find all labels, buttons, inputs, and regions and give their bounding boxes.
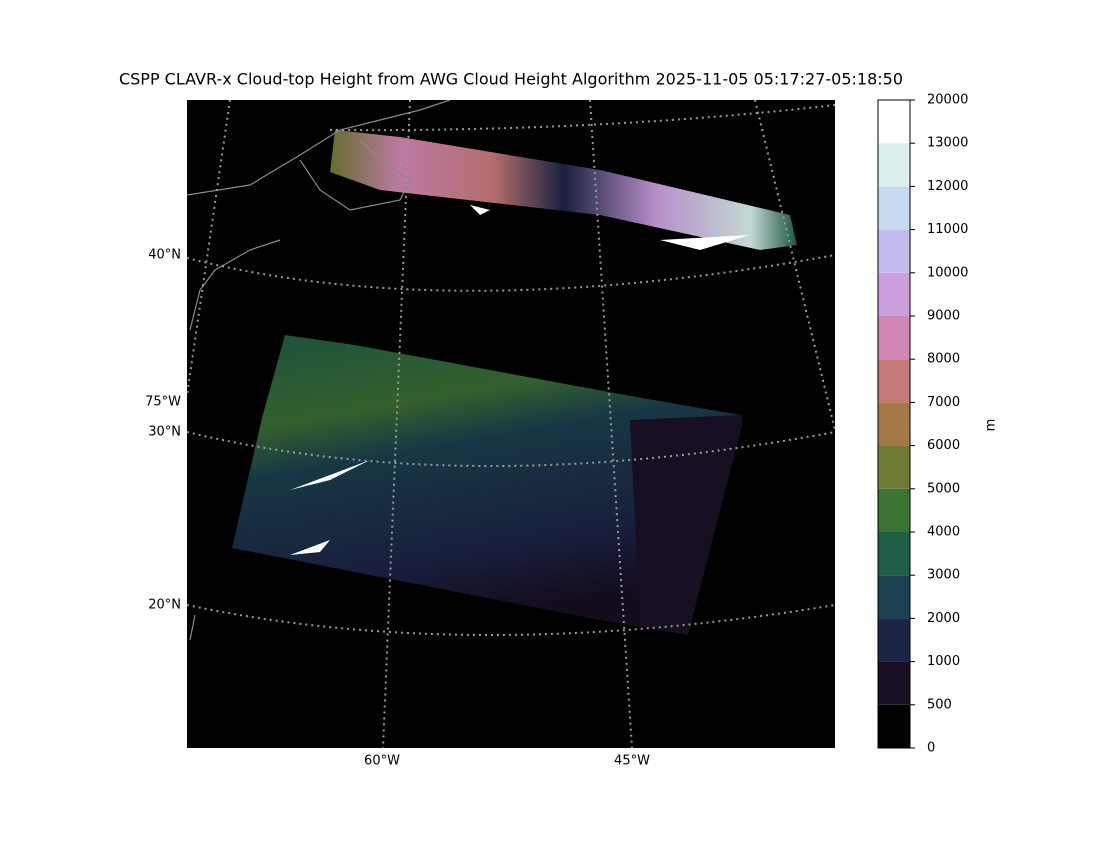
lat-label: 30°N [148,425,181,440]
coastline [187,100,451,641]
cloud-patches [290,205,750,555]
colorbar-segment [878,402,910,446]
colorbar-tick-label: 6000 [927,438,960,453]
colorbar-segment [878,618,910,662]
colorbar-segment [878,186,910,230]
colorbar-segment [878,488,910,532]
colorbar-tick-label: 10000 [927,265,968,280]
lat-label: 40°N [148,248,181,263]
swath-south-east [630,415,742,635]
colorbar-segment [878,316,910,360]
colorbar-tick-label: 20000 [927,93,968,108]
graticule [754,100,835,431]
colorbar-segment [878,532,910,576]
title: CSPP CLAVR-x Cloud-top Height from AWG C… [119,70,903,89]
graticule [382,100,411,748]
graticule [187,254,835,292]
colorbar-tick-label: 500 [927,697,952,712]
colorbar-segment [878,704,910,748]
colorbar-segment [878,143,910,187]
colorbar-segment [878,229,910,273]
colorbar-segment [878,445,910,489]
colorbar-tick-label: 0 [927,741,935,756]
map: 40°N 30°N 20°N 75°W 60°W 45°W [145,100,835,769]
colorbar-tick-label: 3000 [927,568,960,583]
lon-label: 60°W [364,754,400,769]
colorbar-label: m [984,419,999,432]
graticule [589,100,633,748]
colorbar-tick-label: 2000 [927,611,960,626]
colorbar-tick-label: 11000 [927,222,968,237]
lat-label: 20°N [148,598,181,613]
colorbar-segment [878,359,910,403]
colorbar-segment [878,100,910,144]
colorbar-frame [877,99,911,749]
colorbar: 0 500 1000 2000 3000 4000 5000 6000 7000 8000 9000… [877,93,968,756]
colorbar-tick-label: 4000 [927,525,960,540]
lon-label: 75°W [145,395,181,410]
graticule [187,431,835,467]
graticule [187,100,231,396]
colorbar-tick-label: 1000 [927,654,960,669]
swath-south [232,335,742,635]
colorbar-tick-label: 13000 [927,136,968,151]
colorbar-segment [878,272,910,316]
colorbar-tick-label: 5000 [927,481,960,496]
colorbar-tick-label: 9000 [927,309,960,324]
colorbar-segment [878,661,910,705]
swaths [187,100,835,748]
colorbar-segment [878,575,910,619]
colorbar-tick-label: 12000 [927,179,968,194]
colorbar-tick-label: 8000 [927,352,960,367]
lon-label: 45°W [614,754,650,769]
colorbar-tick-label: 7000 [927,395,960,410]
swath-north [330,130,797,250]
graticule [329,104,835,132]
